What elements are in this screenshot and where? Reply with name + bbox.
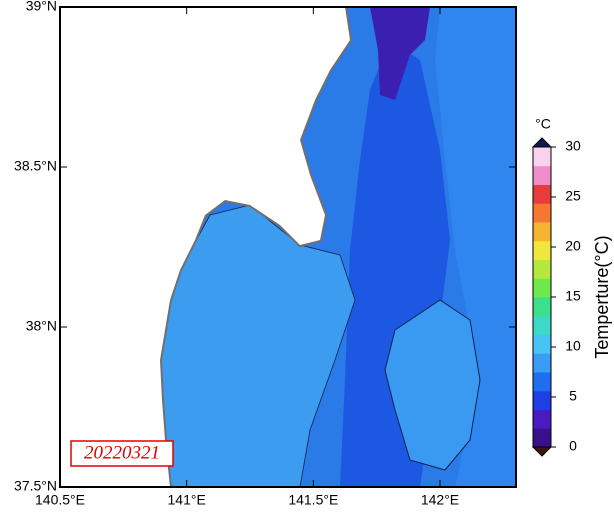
colorbar-segment (533, 353, 551, 373)
colorbar-segment (533, 165, 551, 185)
sea-cold-patch (370, 7, 430, 100)
date-label: 20220321 (84, 442, 160, 463)
lat-tick-label: 38.5°N (14, 158, 57, 174)
colorbar-segment (533, 372, 551, 392)
colorbar-segment (533, 147, 551, 167)
colorbar-segment (533, 428, 551, 448)
lon-tick-label: 141.5°E (288, 492, 338, 508)
colorbar-unit: °C (535, 116, 551, 132)
lat-tick-label: 37.5°N (14, 478, 57, 494)
sea-warm-eddy (384, 299, 481, 471)
colorbar-tick-label: 10 (565, 338, 581, 354)
date-box (70, 440, 174, 467)
colorbar-label: Temperture(°C) (592, 235, 612, 358)
sea-offshore (435, 7, 516, 487)
lon-tick-label: 140.5°E (35, 492, 85, 508)
colorbar-segment (533, 203, 551, 223)
lon-tick-label: 141°E (168, 492, 206, 508)
colorbar-segment (533, 334, 551, 354)
colorbar-under (531, 446, 553, 457)
lat-tick-label: 39°N (26, 0, 57, 14)
colorbar-tick-label: 5 (569, 388, 577, 404)
colorbar-tick-label: 30 (565, 138, 581, 154)
colorbar-segment (533, 297, 551, 317)
colorbar-tick-label: 15 (565, 288, 581, 304)
colorbar-segment (533, 222, 551, 242)
colorbar-segment (533, 409, 551, 429)
lat-tick-label: 38°N (26, 318, 57, 334)
colorbar-tick-label: 25 (565, 188, 581, 204)
colorbar-segment (533, 184, 551, 204)
colorbar-segment (533, 390, 551, 410)
lon-tick-label: 142°E (421, 492, 459, 508)
colorbar-tick-label: 20 (565, 238, 581, 254)
map-frame (59, 6, 517, 488)
colorbar-segment (533, 240, 551, 260)
land-fill (60, 7, 350, 487)
colorbar-tick-label: 0 (569, 438, 577, 454)
colorbar-over (531, 137, 553, 148)
colorbar-segment (533, 315, 551, 335)
colorbar-segment (533, 259, 551, 279)
sea-field (60, 7, 516, 487)
colorbar-segment (533, 278, 551, 298)
